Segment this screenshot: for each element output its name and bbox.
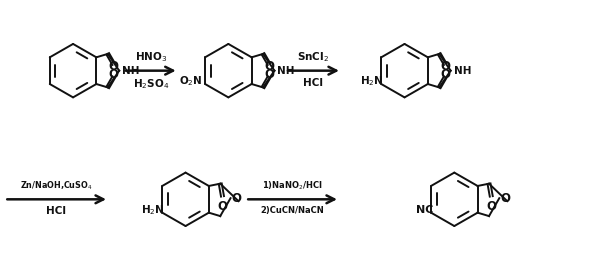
Text: SnCl$_2$: SnCl$_2$ bbox=[297, 50, 329, 64]
Text: H$_2$SO$_4$: H$_2$SO$_4$ bbox=[133, 78, 169, 91]
Text: O: O bbox=[109, 68, 119, 81]
Text: O: O bbox=[486, 200, 496, 213]
Text: HCl: HCl bbox=[303, 78, 323, 88]
Text: NH: NH bbox=[277, 66, 295, 76]
Text: 1)NaNO$_2$/HCl: 1)NaNO$_2$/HCl bbox=[262, 180, 323, 192]
Text: H$_2$N: H$_2$N bbox=[141, 203, 164, 217]
Text: O: O bbox=[440, 68, 450, 81]
Text: NH: NH bbox=[453, 66, 471, 76]
Text: O: O bbox=[500, 192, 510, 205]
Text: O: O bbox=[218, 200, 227, 213]
Text: O: O bbox=[109, 60, 119, 73]
Text: HNO$_3$: HNO$_3$ bbox=[134, 50, 167, 64]
Text: O: O bbox=[264, 68, 274, 81]
Text: O: O bbox=[232, 192, 241, 205]
Text: O: O bbox=[264, 60, 274, 73]
Text: O$_2$N: O$_2$N bbox=[180, 74, 203, 88]
Text: O: O bbox=[440, 60, 450, 73]
Text: H$_2$N: H$_2$N bbox=[360, 74, 383, 88]
Text: NH: NH bbox=[122, 66, 140, 76]
Text: 2)CuCN/NaCN: 2)CuCN/NaCN bbox=[260, 206, 324, 215]
Text: HCl: HCl bbox=[46, 206, 66, 216]
Text: NC: NC bbox=[415, 205, 433, 215]
Text: Zn/NaOH,CuSO$_4$: Zn/NaOH,CuSO$_4$ bbox=[20, 180, 92, 192]
